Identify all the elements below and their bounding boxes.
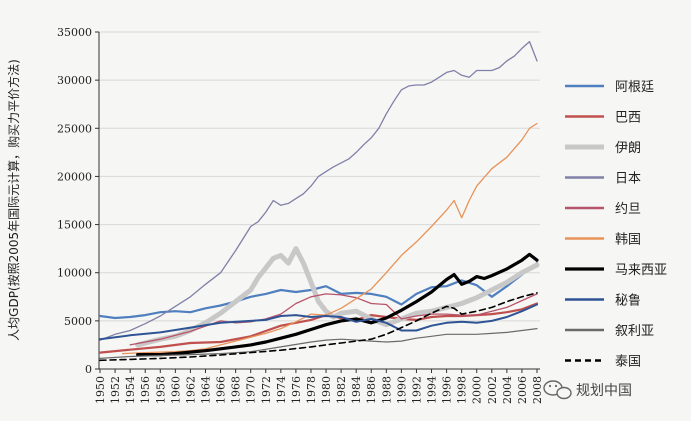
x-tick-label: 1950 xyxy=(94,376,107,404)
y-tick-label: 30000 xyxy=(57,74,92,87)
x-tick-label: 1952 xyxy=(109,376,122,404)
x-tick-label: 2002 xyxy=(486,376,499,404)
x-tick-label: 1994 xyxy=(426,376,439,404)
legend-label: 巴西 xyxy=(615,111,641,126)
y-tick-label: 0 xyxy=(85,363,92,376)
series-line xyxy=(121,122,538,355)
series-line xyxy=(99,40,538,341)
legend-label: 马来西亚 xyxy=(615,263,667,278)
x-tick-label: 1968 xyxy=(230,376,243,404)
x-tick-label: 2004 xyxy=(501,376,514,404)
x-tick-label: 2006 xyxy=(516,376,529,404)
x-tick-label: 1992 xyxy=(410,376,423,404)
x-tick-label: 1954 xyxy=(124,376,137,404)
watermark-text: 规划中国 xyxy=(576,383,632,399)
series-lines xyxy=(98,40,540,362)
legend-label: 日本 xyxy=(615,172,641,187)
x-tick-labels: 1950 1952 1954 1956 1958 1960 1962 1964 1966 1968… xyxy=(94,369,544,404)
series-line xyxy=(136,252,539,357)
y-tick-label: 10000 xyxy=(57,267,92,280)
legend-label: 叙利亚 xyxy=(615,324,654,339)
x-tick-label: 1986 xyxy=(365,376,378,404)
legend-label: 韩国 xyxy=(615,233,641,248)
x-tick-label: 1988 xyxy=(380,376,393,404)
x-tick-label: 1960 xyxy=(169,376,182,404)
legend-label: 阿根廷 xyxy=(615,80,654,95)
x-tick-label: 1996 xyxy=(441,376,454,404)
x-tick-label: 1980 xyxy=(320,376,333,404)
x-tick-label: 1972 xyxy=(260,376,273,404)
series-line xyxy=(98,262,539,320)
series-line xyxy=(99,303,538,341)
y-tick-label: 5000 xyxy=(64,315,92,328)
x-tick-label: 2008 xyxy=(531,376,544,404)
series-line xyxy=(135,246,540,348)
x-tick-label: 1974 xyxy=(275,376,288,404)
y-tick-label: 25000 xyxy=(57,122,92,135)
series-line xyxy=(99,292,538,362)
series-line xyxy=(99,328,538,359)
legend-label: 约旦 xyxy=(615,202,641,217)
legend-label: 泰国 xyxy=(615,355,641,370)
x-tick-label: 2000 xyxy=(471,376,484,404)
legend-label: 伊朗 xyxy=(615,141,641,156)
x-tick-label: 1958 xyxy=(154,376,167,404)
x-tick-label: 1956 xyxy=(139,376,152,404)
y-tick-label: 20000 xyxy=(57,170,92,183)
series-line xyxy=(98,302,539,354)
x-tick-label: 1978 xyxy=(305,376,318,404)
x-tick-label: 1984 xyxy=(350,376,363,404)
x-tick-label: 1982 xyxy=(335,376,348,404)
x-tick-label: 1998 xyxy=(456,376,469,404)
y-axis-title: 人均GDP(按照2005年国际元计算，购买力平价方法) xyxy=(6,59,21,341)
x-tick-label: 1976 xyxy=(290,376,303,404)
y-tick-label: 35000 xyxy=(57,26,92,39)
x-tick-label: 1962 xyxy=(184,376,197,404)
x-tick-label: 1970 xyxy=(245,376,258,404)
wechat-icon xyxy=(543,380,572,400)
y-tick-labels: 0 5000 10000 15000 20000 25000 30000 35000 xyxy=(57,26,99,376)
x-tick-label: 1966 xyxy=(215,376,228,404)
x-tick-label: 1964 xyxy=(199,376,212,404)
watermark: 规划中国 xyxy=(543,380,632,400)
y-tick-label: 15000 xyxy=(57,219,92,232)
legend-label: 秘鲁 xyxy=(615,294,641,309)
grid xyxy=(99,31,540,322)
x-tick-label: 1990 xyxy=(395,376,408,404)
